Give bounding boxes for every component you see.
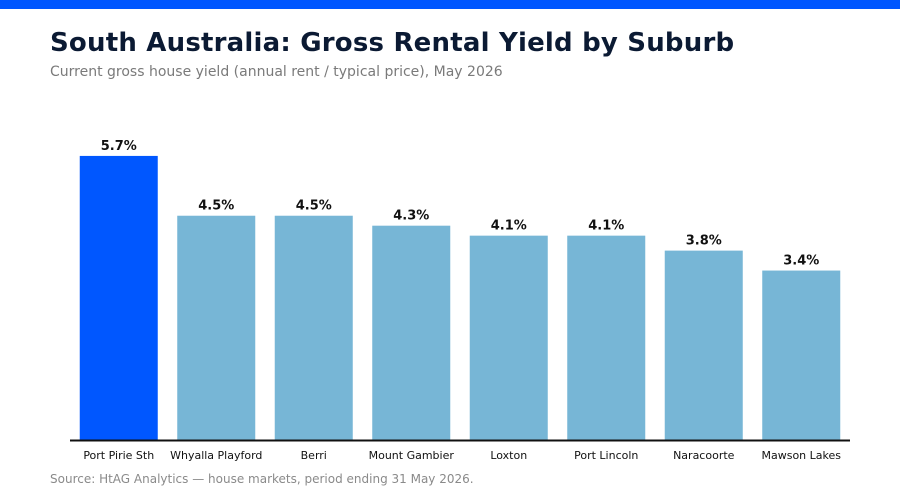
category-label: Port Pirie Sth — [83, 449, 154, 462]
bar-port-pirie-sth — [79, 155, 158, 440]
category-label: Port Lincoln — [574, 449, 638, 462]
category-label: Mount Gambier — [369, 449, 455, 462]
category-label: Berri — [301, 449, 327, 462]
value-label: 5.7% — [101, 139, 137, 154]
value-label: 4.1% — [588, 219, 624, 234]
value-label: 3.8% — [686, 234, 722, 249]
bar-whyalla-playford — [177, 215, 256, 440]
category-label: Mawson Lakes — [761, 449, 841, 462]
value-label: 4.1% — [491, 219, 527, 234]
bar-naracoorte — [664, 250, 743, 440]
bar-port-lincoln — [567, 235, 646, 440]
bar-mount-gambier — [372, 225, 451, 440]
category-label: Loxton — [490, 449, 527, 462]
value-label: 4.3% — [393, 209, 429, 224]
source-note: Source: HtAG Analytics — house markets, … — [50, 472, 474, 486]
value-label: 4.5% — [296, 199, 332, 214]
value-label: 4.5% — [198, 199, 234, 214]
category-label: Whyalla Playford — [170, 449, 262, 462]
bar-loxton — [469, 235, 548, 440]
bar-mawson-lakes — [762, 270, 841, 440]
chart-title: South Australia: Gross Rental Yield by S… — [50, 28, 735, 58]
top-accent-bar — [0, 0, 900, 9]
value-label: 3.4% — [783, 254, 819, 269]
chart-subtitle: Current gross house yield (annual rent /… — [50, 64, 503, 80]
bar-berri — [274, 215, 353, 440]
category-label: Naracoorte — [673, 449, 735, 462]
bars-group: 5.7% Port Pirie Sth 4.5% Whyalla Playford 4.… — [79, 139, 841, 462]
